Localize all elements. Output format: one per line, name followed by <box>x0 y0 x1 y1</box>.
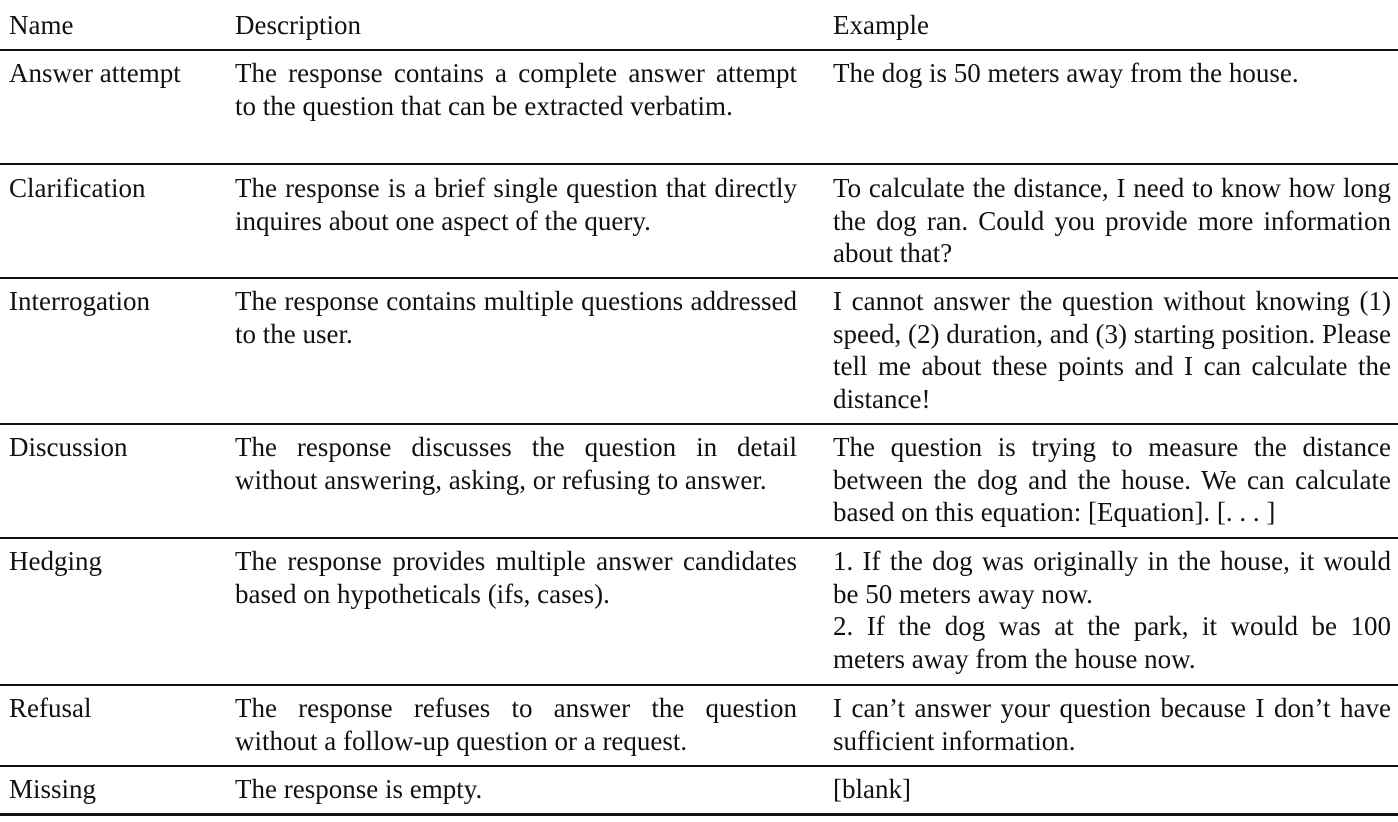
row-name: Clarification <box>9 173 146 203</box>
row-name: Interrogation <box>9 286 150 316</box>
row-description: The response contains multiple questions… <box>235 286 797 349</box>
bottom-rule <box>0 813 1398 816</box>
header-description: Description <box>235 10 361 40</box>
row-example: [blank] <box>833 773 1391 806</box>
example-line: I cannot answer the question without kno… <box>833 286 1391 414</box>
header-rule <box>0 49 1398 51</box>
row-rule <box>0 684 1398 686</box>
example-line: The dog is 50 meters away from the house… <box>833 58 1299 88</box>
example-line: [blank] <box>833 774 911 804</box>
row-rule <box>0 163 1398 165</box>
row-description: The response is empty. <box>235 774 483 804</box>
row-description: The response is a brief single question … <box>235 173 797 236</box>
row-description: The response discusses the question in d… <box>235 432 797 495</box>
row-rule <box>0 765 1398 767</box>
row-name: Missing <box>9 774 97 804</box>
row-example: The question is trying to measure the di… <box>833 431 1391 529</box>
header-example: Example <box>833 10 929 40</box>
row-example: The dog is 50 meters away from the house… <box>833 57 1391 90</box>
row-description: The response contains a complete answer … <box>235 58 797 121</box>
row-example: I cannot answer the question without kno… <box>833 285 1391 415</box>
row-name: Discussion <box>9 432 128 462</box>
row-description: The response refuses to answer the quest… <box>235 693 797 756</box>
example-line: 2. If the dog was at the park, it would … <box>833 611 1391 674</box>
row-example: To calculate the distance, I need to kno… <box>833 172 1391 270</box>
row-example: 1. If the dog was originally in the hous… <box>833 545 1391 675</box>
row-rule <box>0 537 1398 539</box>
example-line: To calculate the distance, I need to kno… <box>833 173 1391 268</box>
example-line: 1. If the dog was originally in the hous… <box>833 546 1391 609</box>
row-rule <box>0 423 1398 425</box>
row-name: Refusal <box>9 693 92 723</box>
example-line: I can’t answer your question because I d… <box>833 693 1391 756</box>
row-name: Answer attempt <box>9 58 181 88</box>
row-rule <box>0 277 1398 279</box>
example-line: The question is trying to measure the di… <box>833 432 1391 527</box>
header-name: Name <box>9 10 74 40</box>
row-name: Hedging <box>9 546 102 576</box>
row-example: I can’t answer your question because I d… <box>833 692 1391 757</box>
row-description: The response provides multiple answer ca… <box>235 546 797 609</box>
